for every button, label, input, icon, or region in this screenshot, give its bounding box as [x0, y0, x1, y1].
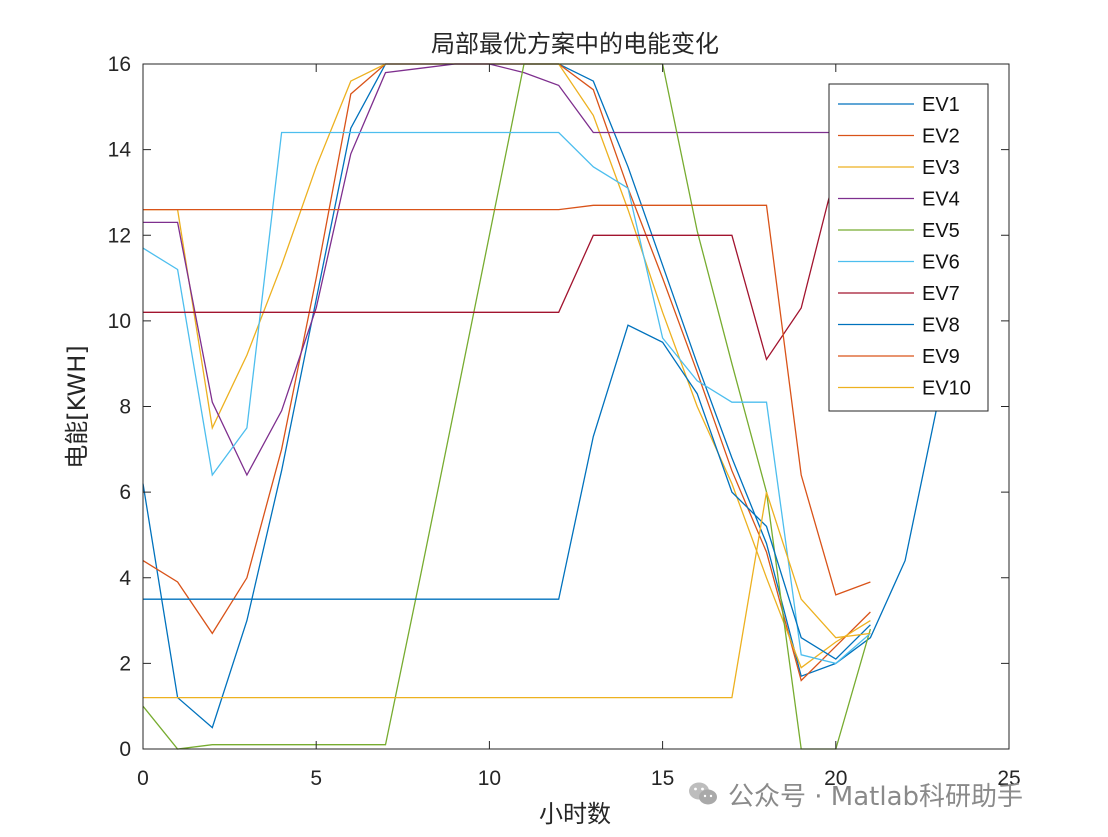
y-tick-label: 8: [119, 396, 131, 419]
x-tick-label: 5: [310, 767, 322, 790]
series-line-ev4: [143, 63, 871, 477]
series-line-ev2: [142, 63, 871, 682]
plot-lines: [142, 63, 941, 750]
series-line-ev6: [142, 131, 871, 665]
legend-label-ev3: EV3: [922, 157, 960, 179]
x-tick-label: 25: [997, 767, 1020, 790]
legend-label-ev1: EV1: [922, 94, 960, 116]
y-tick-labels: 0 2 4 6 8 10 12 14 16: [108, 53, 132, 761]
y-tick-label: 16: [108, 53, 131, 76]
x-tick-label: 10: [478, 767, 501, 790]
y-tick-label: 6: [119, 481, 131, 504]
legend-label-ev4: EV4: [922, 189, 960, 211]
series-line-ev9: [143, 204, 871, 596]
axis-ticks: [142, 63, 1010, 750]
legend-label-ev8: EV8: [922, 315, 960, 337]
y-tick-label: 4: [119, 567, 131, 590]
series-line-ev1: [142, 63, 941, 729]
y-tick-label: 2: [119, 652, 131, 675]
series-line-ev8: [143, 324, 871, 660]
legend-label-ev5: EV5: [922, 220, 960, 242]
x-tick-label: 15: [651, 767, 674, 790]
y-tick-label: 12: [108, 224, 131, 247]
series-line-ev5: [142, 63, 872, 750]
legend-label-ev6: EV6: [922, 252, 960, 274]
legend-label-ev9: EV9: [922, 346, 960, 368]
y-tick-label: 10: [108, 310, 131, 333]
legend-box: [828, 83, 989, 412]
legend-label-ev10: EV10: [922, 378, 971, 400]
chart-title: 局部最优方案中的电能变化: [431, 30, 719, 58]
legend: EV1 EV2 EV3 EV4 EV5 EV6 EV7 EV8 EV9 EV10: [828, 83, 989, 412]
y-tick-label: 0: [119, 738, 131, 761]
watermark: 公众号 · Matlab科研助手: [688, 774, 1023, 814]
legend-label-ev7: EV7: [922, 283, 960, 305]
series-line-ev3: [143, 63, 871, 669]
watermark-text: 公众号 · Matlab科研助手: [728, 781, 1024, 812]
series-line-ev10: [143, 491, 871, 699]
x-tick-label: 20: [824, 767, 847, 790]
wechat-icon: [688, 781, 718, 807]
legend-label-ev2: EV2: [922, 126, 960, 148]
y-axis-title: 电能[KWH]: [63, 345, 91, 468]
x-tick-label: 0: [137, 767, 149, 790]
y-tick-label: 14: [108, 139, 132, 162]
series-line-ev7: [143, 149, 871, 361]
x-tick-labels: 0 5 10 15 20 25: [137, 767, 1021, 790]
x-axis-title: 小时数: [539, 800, 611, 828]
